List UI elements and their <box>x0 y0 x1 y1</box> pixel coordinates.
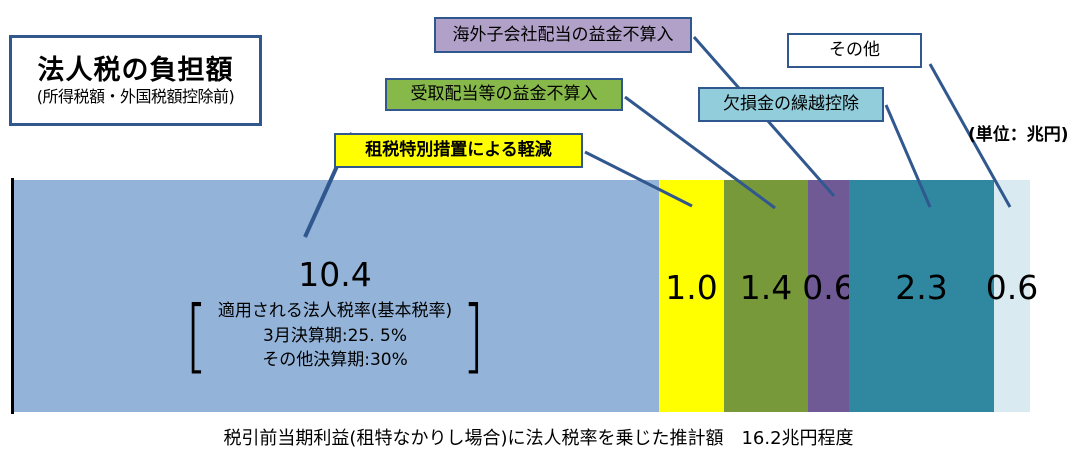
callout-special-tax-measures: 租税特別措置による軽減 <box>334 133 583 168</box>
brace-left-icon: [ <box>185 289 208 382</box>
callout-other: その他 <box>787 33 922 68</box>
page-title: 法人税の負担額 <box>37 54 234 86</box>
bar-segment-value: 10.4 <box>298 255 372 294</box>
bar-segment-special-tax-measures: 1.0 <box>659 180 724 412</box>
title-box: 法人税の負担額 (所得税額・外国税額控除前) <box>9 35 262 126</box>
bar-segment-value: 1.4 <box>739 268 793 307</box>
bar-segment-foreign-subsidiary-dividend: 0.6 <box>802 180 855 412</box>
page-subtitle: (所得税額・外国税額控除前) <box>36 86 235 106</box>
bar-axis-line <box>11 178 14 414</box>
bar-segment-other: 0.6 <box>986 180 1038 412</box>
bar-segment-value: 0.6 <box>802 268 855 307</box>
callout-loss-carryforward: 欠損金の繰越控除 <box>698 87 884 122</box>
bar-segment-corporate-tax-burden: 10.4 [ 適用される法人税率(基本税率) 3月決算期:25. 5% その他決… <box>11 180 659 412</box>
unit-label: (単位：兆円) <box>968 125 1069 145</box>
tax-rate-note-line-3: その他決算期:30% <box>262 350 408 371</box>
brace-right-icon: ] <box>462 289 485 382</box>
bar-segment-value: 2.3 <box>895 268 948 307</box>
bar-segment-received-dividend: 1.4 <box>724 180 808 412</box>
callout-received-dividend: 受取配当等の益金不算入 <box>385 78 623 111</box>
tax-rate-note-line-2: 3月決算期:25. 5% <box>263 325 407 346</box>
tax-rate-note-lines: 適用される法人税率(基本税率) 3月決算期:25. 5% その他決算期:30% <box>218 299 452 373</box>
bar-segment-value: 1.0 <box>665 268 718 307</box>
bar-segment-value: 0.6 <box>985 268 1039 307</box>
footnote: 税引前当期利益(租特なかりし場合)に法人税率を乗じた推計額 16.2兆円程度 <box>223 428 854 449</box>
stacked-bar: 10.4 [ 適用される法人税率(基本税率) 3月決算期:25. 5% その他決… <box>11 180 1038 412</box>
callout-foreign-subsidiary-dividend: 海外子会社配当の益金不算入 <box>434 17 692 53</box>
tax-rate-note: [ 適用される法人税率(基本税率) 3月決算期:25. 5% その他決算期:30… <box>181 289 490 382</box>
tax-rate-note-line-1: 適用される法人税率(基本税率) <box>217 301 453 322</box>
bar-segment-loss-carryforward: 2.3 <box>849 180 994 412</box>
